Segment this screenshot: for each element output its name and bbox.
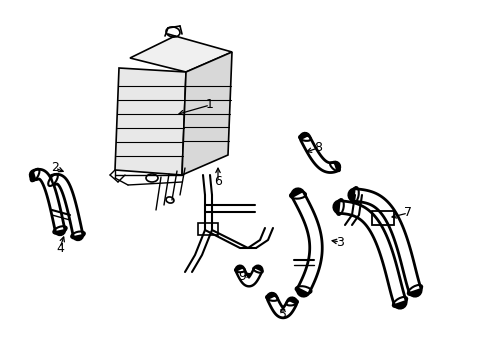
Text: 5: 5 xyxy=(279,309,286,321)
Polygon shape xyxy=(130,36,231,72)
Text: 2: 2 xyxy=(51,162,59,175)
Text: 6: 6 xyxy=(214,175,222,189)
Polygon shape xyxy=(115,68,185,175)
Polygon shape xyxy=(182,52,231,175)
Text: 7: 7 xyxy=(403,207,411,220)
Text: 8: 8 xyxy=(313,141,321,154)
Text: 9: 9 xyxy=(238,270,245,284)
Text: 1: 1 xyxy=(205,99,214,112)
Text: 4: 4 xyxy=(56,242,64,255)
Text: 3: 3 xyxy=(335,235,343,248)
Bar xyxy=(371,211,393,225)
Bar xyxy=(198,223,218,235)
